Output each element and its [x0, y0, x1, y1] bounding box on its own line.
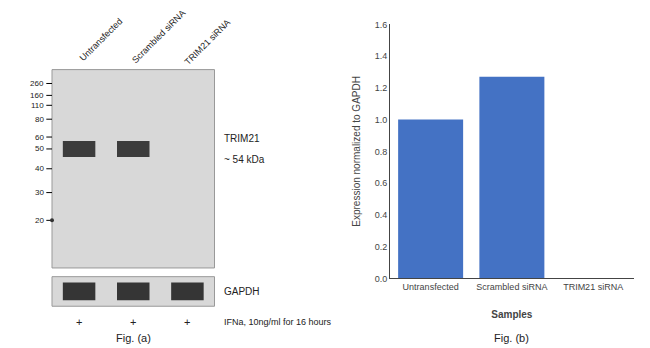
svg-text:Fig. (b): Fig. (b)	[494, 332, 529, 344]
svg-text:TRIM21: TRIM21	[224, 133, 260, 144]
svg-text:Samples: Samples	[491, 309, 533, 320]
svg-text:1.2: 1.2	[375, 83, 388, 93]
svg-text:~ 54 kDa: ~ 54 kDa	[224, 154, 265, 165]
svg-text:+: +	[76, 316, 82, 328]
svg-text:40: 40	[35, 164, 44, 173]
svg-text:+: +	[184, 316, 190, 328]
svg-text:TRIM21 siRNA: TRIM21 siRNA	[563, 282, 623, 292]
svg-text:20: 20	[35, 216, 44, 225]
svg-text:Expression normalized to GAPDH: Expression normalized to GAPDH	[351, 76, 362, 227]
svg-text:0.4: 0.4	[375, 210, 388, 220]
svg-text:GAPDH: GAPDH	[224, 286, 260, 297]
svg-text:0.2: 0.2	[375, 242, 388, 252]
svg-text:1.4: 1.4	[375, 51, 388, 61]
svg-text:60: 60	[35, 133, 44, 142]
svg-text:TRIM21 siRNA: TRIM21 siRNA	[183, 17, 233, 67]
svg-text:1.6: 1.6	[375, 20, 388, 30]
svg-text:Untransfected: Untransfected	[403, 282, 459, 292]
svg-text:+: +	[130, 316, 136, 328]
svg-text:Fig. (a): Fig. (a)	[116, 332, 151, 344]
svg-text:1.0: 1.0	[375, 115, 388, 125]
svg-text:80: 80	[35, 115, 44, 124]
svg-text:160: 160	[30, 91, 44, 100]
svg-text:0.8: 0.8	[375, 147, 388, 157]
svg-text:110: 110	[31, 101, 44, 110]
svg-text:30: 30	[35, 188, 44, 197]
svg-text:IFNa, 10ng/ml for 16 hours: IFNa, 10ng/ml for 16 hours	[224, 317, 332, 327]
svg-text:Scrambled siRNA: Scrambled siRNA	[476, 282, 547, 292]
svg-text:0.6: 0.6	[375, 178, 388, 188]
svg-text:260: 260	[30, 79, 44, 88]
svg-text:0.0: 0.0	[375, 274, 388, 284]
svg-text:Scrambled siRNA: Scrambled siRNA	[130, 8, 187, 65]
svg-text:50: 50	[35, 144, 44, 153]
svg-text:Untransfected: Untransfected	[78, 16, 125, 63]
